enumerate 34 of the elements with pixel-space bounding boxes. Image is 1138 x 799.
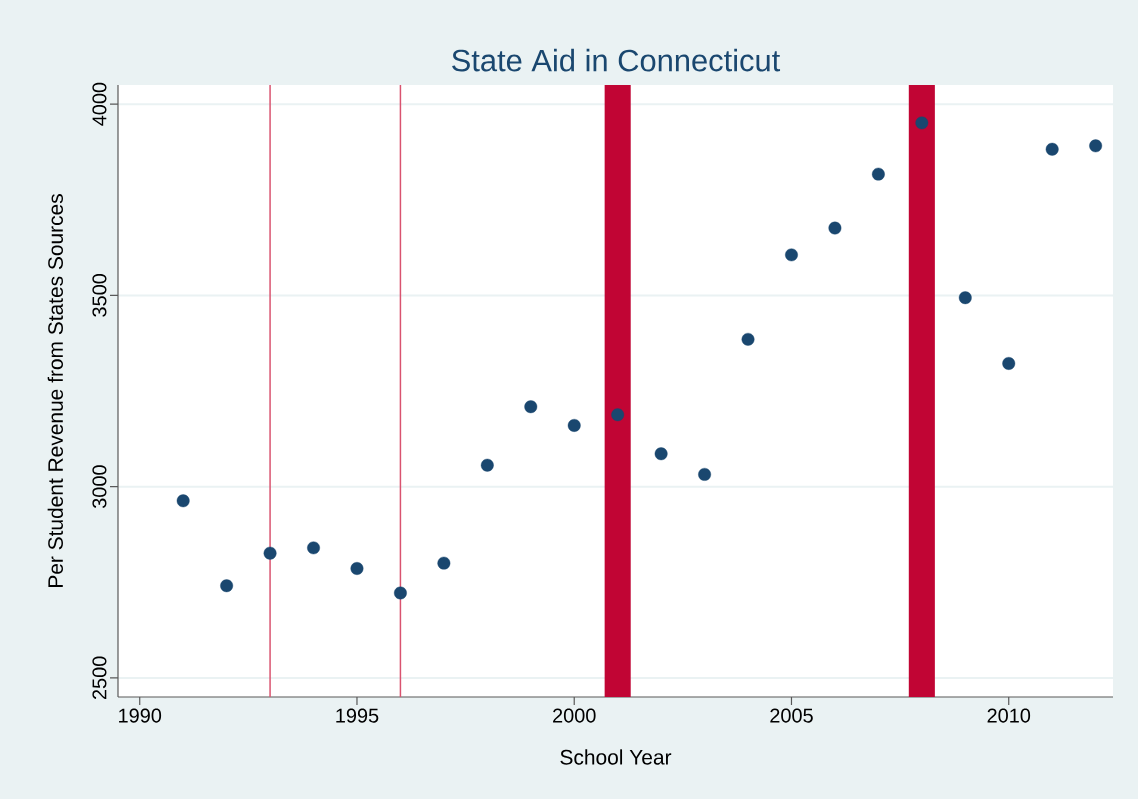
x-tick-label: 1995 [336,708,379,723]
y-tick-label: 2500 [92,656,107,700]
point [785,248,798,262]
point [307,541,320,555]
point [915,116,929,130]
point [1045,142,1059,156]
point [394,586,407,600]
point [654,447,668,461]
point [1089,139,1103,153]
x-axis-title: School Year [560,749,672,765]
point [828,221,842,235]
point [567,419,581,432]
y-tick-label: 4000 [92,82,107,126]
point [220,579,234,593]
point [741,332,755,346]
chart-title: State Aid in Connecticut [452,48,781,72]
point [958,291,972,305]
x-tick-label: 2005 [770,708,813,723]
y-axis-title: Per Student Revenue from States Sources [47,194,63,587]
point [524,400,538,414]
x-tick-label: 2010 [987,708,1031,723]
x-tick-label: 2000 [553,708,596,723]
y-tick-label: 3500 [92,274,107,317]
point [480,458,494,472]
point [437,556,451,570]
point [611,408,625,422]
point [698,467,711,481]
point [1002,357,1016,370]
point [871,167,885,181]
point [350,562,364,575]
point [263,546,277,560]
point [176,494,190,508]
x-tick-label: 1990 [119,708,162,723]
y-tick-label: 3000 [92,465,107,509]
